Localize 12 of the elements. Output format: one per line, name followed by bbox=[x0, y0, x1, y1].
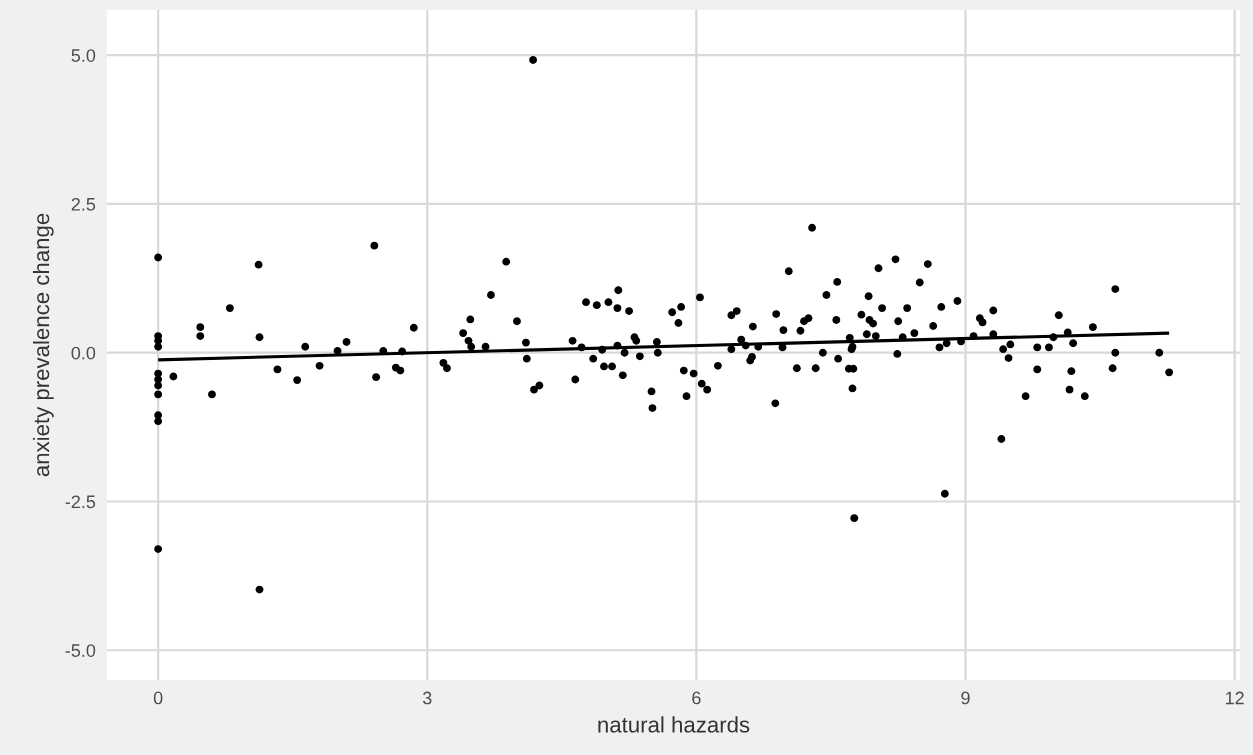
y-tick-label: 5.0 bbox=[71, 49, 96, 62]
x-tick-label: 3 bbox=[422, 691, 432, 705]
x-axis-title: natural hazards bbox=[598, 716, 750, 733]
x-tick-label: 0 bbox=[153, 691, 163, 705]
y-tick-label: -2.5 bbox=[65, 495, 96, 509]
y-tick-label: 0.0 bbox=[71, 346, 96, 360]
y-tick-label: 2.5 bbox=[71, 197, 96, 211]
y-tick-label: -5.0 bbox=[65, 644, 96, 657]
x-tick-label: 12 bbox=[1225, 691, 1244, 705]
y-axis-title: anxiety prevalence change bbox=[32, 213, 54, 477]
x-tick-label: 6 bbox=[692, 691, 701, 705]
x-tick-label: 9 bbox=[961, 691, 970, 705]
